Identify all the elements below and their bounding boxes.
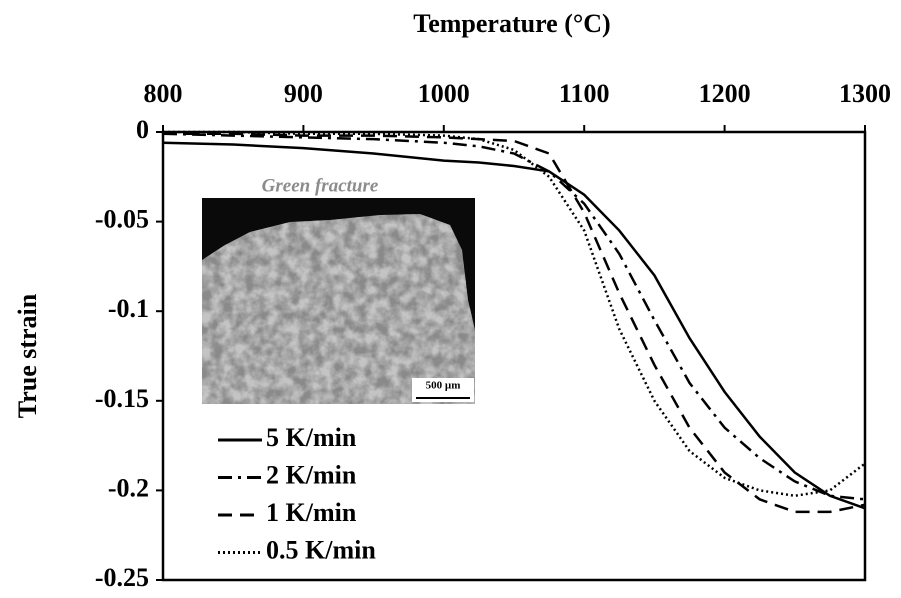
y-tick-label: 0	[136, 115, 149, 144]
legend-label: 2 K/min	[266, 460, 357, 489]
series-line	[162, 141, 866, 510]
inset-caption: Green fracture	[262, 175, 379, 196]
y-tick-label: -0.1	[108, 294, 149, 323]
y-axis-title: True strain	[13, 293, 42, 418]
inset-image	[202, 198, 475, 404]
legend-label: 0.5 K/min	[266, 535, 376, 564]
y-tick-label: -0.05	[95, 205, 149, 234]
plot-frame	[161, 130, 867, 582]
series-line	[163, 130, 866, 498]
x-tick-label: 1100	[559, 79, 610, 108]
series-line	[163, 132, 866, 514]
legend-label: 5 K/min	[266, 423, 357, 452]
x-axis-title: Temperature (°C)	[413, 9, 610, 38]
y-tick-label: -0.15	[95, 384, 149, 413]
scale-bar-label: 500 µm	[426, 380, 461, 392]
y-tick-label: -0.2	[108, 473, 149, 502]
legend-label: 1 K/min	[266, 498, 357, 527]
y-tick-label: -0.25	[95, 563, 149, 592]
x-tick-label: 800	[144, 79, 183, 108]
x-tick-label: 900	[284, 79, 323, 108]
x-tick-label: 1200	[699, 79, 751, 108]
x-tick-label: 1000	[418, 79, 470, 108]
x-tick-label: 1300	[839, 79, 891, 108]
series-line	[162, 132, 866, 501]
